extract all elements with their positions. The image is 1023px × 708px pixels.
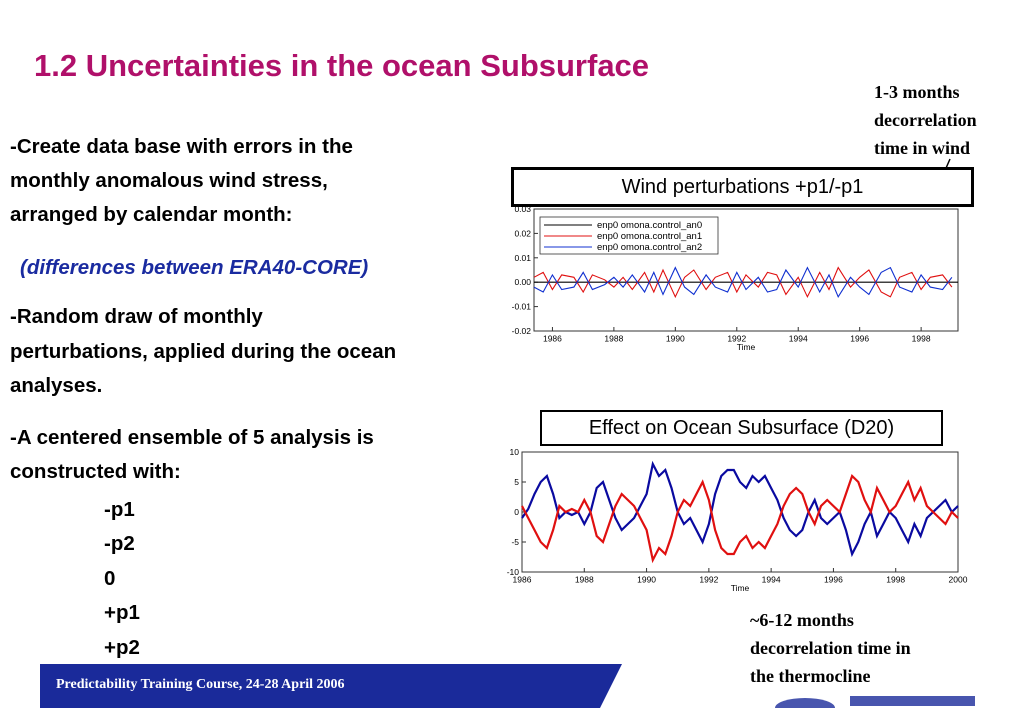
- wind-perturbations-chart: -0.02 -0.01 0.00 0.01 0.02 0.03 1986 1988 1990 19…: [512, 205, 959, 352]
- ensemble-member: 0: [104, 567, 116, 590]
- d20-chart: -10 -5 0 5 10 1986 1988 1990 1992 1994 1996 1998 200…: [507, 447, 968, 593]
- bullet-1-line-2: monthly anomalous wind stress,: [10, 169, 328, 192]
- x-tick-label: 1990: [666, 334, 685, 344]
- y-tick-label: -0.02: [512, 326, 532, 336]
- series-line-2: [533, 266, 953, 298]
- y-tick-label: -0.01: [512, 302, 532, 312]
- legend-label: enp0 omona.control_an0: [597, 220, 702, 231]
- bullet-1-note: (differences between ERA40-CORE): [20, 256, 369, 279]
- legend-label: enp0 omona.control_an2: [597, 242, 702, 253]
- bullet-2-line-2: perturbations, applied during the ocean: [10, 340, 397, 363]
- ensemble-member: -p1: [104, 498, 135, 521]
- note-line: ~6-12 months: [750, 610, 854, 630]
- x-tick-label: 1988: [575, 575, 594, 585]
- plot-frame: [521, 451, 959, 573]
- legend-label: enp0 omona.control_an1: [597, 231, 702, 242]
- footer-bar: [0, 664, 975, 708]
- x-tick-label: 1998: [886, 575, 905, 585]
- x-tick-label: 1998: [912, 334, 931, 344]
- bullet-3-line-2: constructed with:: [10, 460, 181, 483]
- note-line: decorrelation: [874, 110, 977, 130]
- wind-chart-title: Wind perturbations +p1/-p1: [511, 167, 974, 207]
- footer-text: Predictability Training Course, 24-28 Ap…: [56, 677, 345, 692]
- x-tick-label: 1986: [543, 334, 562, 344]
- bullet-2-line-1: -Random draw of monthly: [10, 305, 263, 328]
- y-tick-label: 0: [514, 507, 519, 517]
- x-tick-label: 1996: [824, 575, 843, 585]
- y-tick-label: 0.03: [514, 205, 531, 214]
- note-line: decorrelation time in: [750, 638, 911, 658]
- x-tick-label: 1992: [727, 334, 746, 344]
- x-axis-label: Time: [731, 583, 750, 593]
- y-tick-label: 0.02: [514, 228, 531, 238]
- bullet-2-line-3: analyses.: [10, 374, 103, 397]
- y-tick-label: 0.01: [514, 253, 531, 263]
- note-line: time in wind: [874, 138, 971, 158]
- note-line: 1-3 months: [874, 82, 960, 102]
- x-tick-label: 1994: [762, 575, 781, 585]
- note-line: the thermocline: [750, 666, 871, 686]
- d20-chart-title: Effect on Ocean Subsurface (D20): [540, 410, 943, 446]
- wind-decorrelation-note: 1-3 months decorrelation time in wind: [874, 78, 977, 162]
- series-line-1: [521, 474, 959, 564]
- bullet-1-line-1: -Create data base with errors in the: [10, 135, 353, 158]
- x-tick-label: 1996: [850, 334, 869, 344]
- series-line-0: [521, 460, 959, 558]
- x-tick-label: 1988: [604, 334, 623, 344]
- y-tick-label: -10: [507, 567, 520, 577]
- x-tick-label: 1986: [513, 575, 532, 585]
- x-tick-label: 1992: [699, 575, 718, 585]
- y-tick-label: 0.00: [514, 277, 531, 287]
- ensemble-member: -p2: [104, 532, 135, 555]
- thermocline-decorrelation-note: ~6-12 months decorrelation time in the t…: [750, 606, 911, 690]
- slide-title: 1.2 Uncertainties in the ocean Subsurfac…: [34, 48, 650, 83]
- bullet-1-line-3: arranged by calendar month:: [10, 203, 293, 226]
- ensemble-member: +p2: [104, 636, 140, 659]
- y-tick-label: 10: [510, 447, 520, 457]
- y-tick-label: -5: [511, 537, 519, 547]
- x-tick-label: 1994: [789, 334, 808, 344]
- x-axis-label: Time: [737, 342, 756, 352]
- x-tick-label: 2000: [949, 575, 968, 585]
- y-tick-label: 5: [514, 477, 519, 487]
- x-tick-label: 1990: [637, 575, 656, 585]
- series-line-1: [533, 266, 953, 299]
- bullet-3-line-1: -A centered ensemble of 5 analysis is: [10, 426, 374, 449]
- ensemble-member: +p1: [104, 601, 140, 624]
